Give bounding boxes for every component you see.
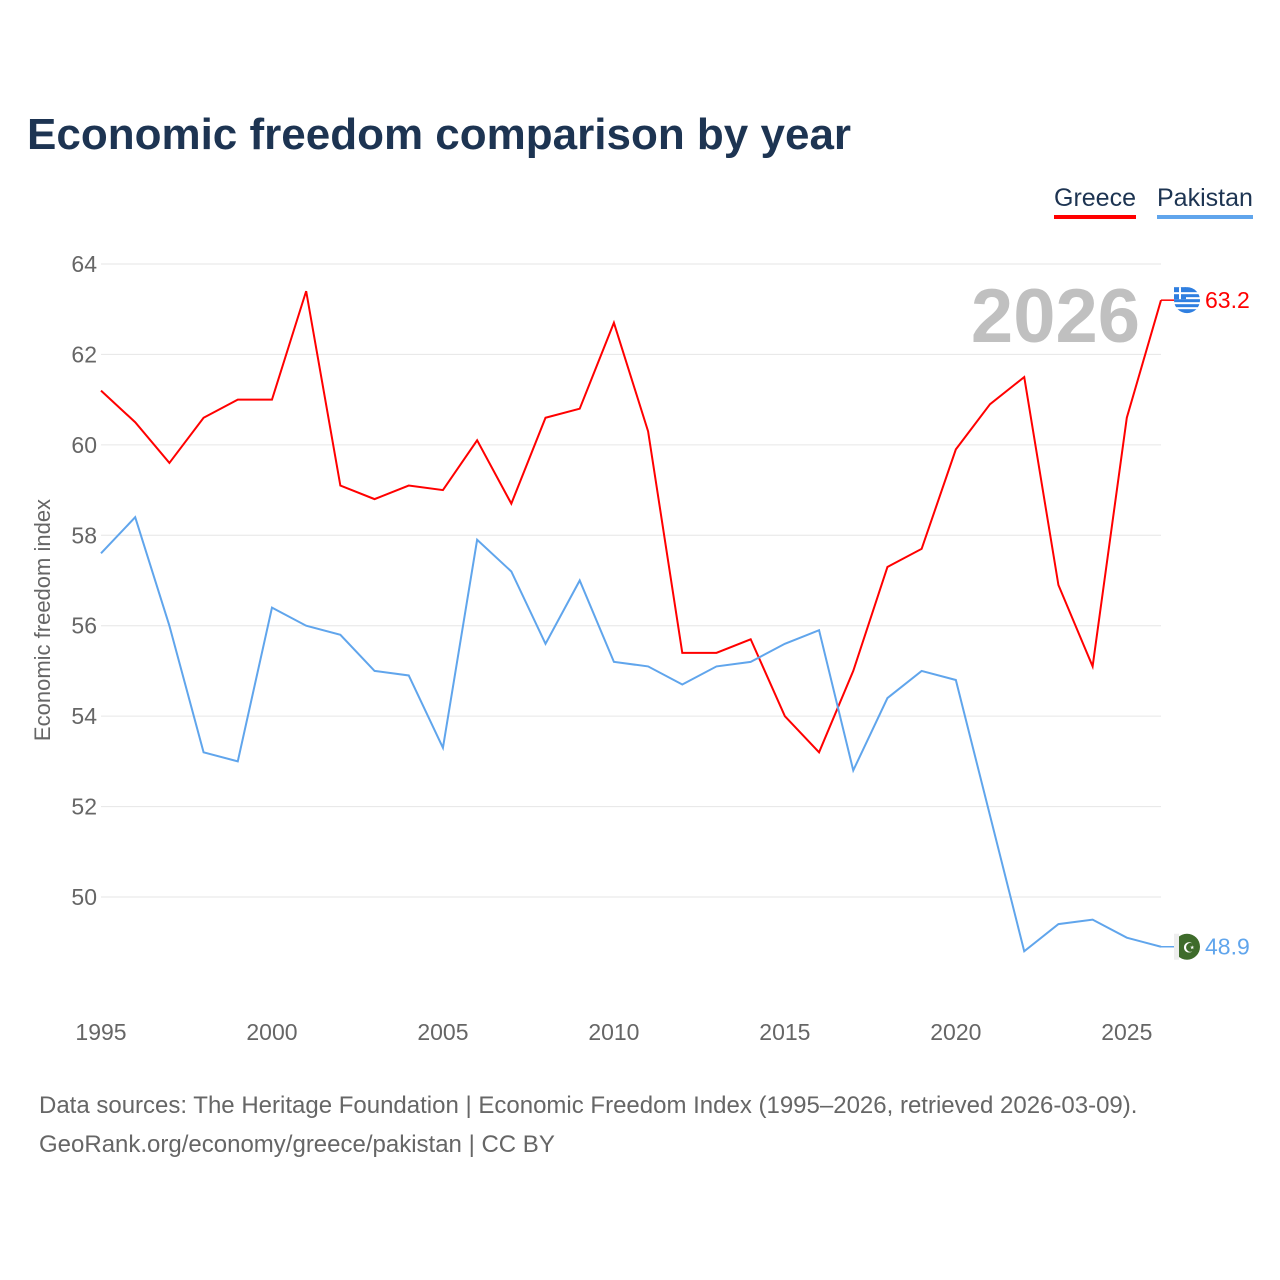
y-tick-label: 52 — [71, 794, 97, 820]
flag-stripe — [1174, 292, 1200, 295]
legend-pakistan[interactable]: Pakistan — [1157, 184, 1253, 219]
flag-cross — [1174, 292, 1186, 295]
y-tick-label: 60 — [71, 432, 97, 458]
y-tick-label: 54 — [71, 703, 97, 729]
x-tick-label: 2005 — [417, 1019, 468, 1045]
series-line-pakistan — [100, 515, 1162, 954]
footer: Data sources: The Heritage Foundation | … — [39, 1086, 1137, 1164]
chart-title: Economic freedom comparison by year — [27, 110, 852, 159]
y-tick-label: 50 — [71, 884, 97, 910]
source-text: Data sources: The Heritage Foundation | … — [39, 1092, 1138, 1119]
x-tick-label: 2000 — [246, 1019, 297, 1045]
year-watermark: 2026 — [971, 274, 1140, 359]
flag-stripe — [1174, 297, 1200, 300]
flag-crescent: ☪ — [1183, 940, 1196, 956]
x-tick-label: 1995 — [75, 1019, 126, 1045]
flag-stripe — [1174, 302, 1200, 305]
y-axis-label: Economic freedom index — [30, 499, 55, 741]
flag-band — [1174, 933, 1179, 960]
y-tick-label: 64 — [71, 251, 97, 277]
end-value-label: 48.9 — [1205, 934, 1250, 960]
pakistan-flag-icon — [1174, 933, 1200, 960]
y-tick-label: 58 — [71, 522, 97, 548]
y-tick-label: 56 — [71, 613, 97, 639]
flag-stripe — [1174, 307, 1200, 310]
series-line-greece — [100, 290, 1162, 755]
x-tick-label: 2025 — [1101, 1019, 1152, 1045]
x-tick-label: 2015 — [759, 1019, 810, 1045]
y-tick-label: 62 — [71, 341, 97, 367]
x-tick-label: 2020 — [930, 1019, 981, 1045]
source-link[interactable]: GeoRank.org/economy/greece/pakistan | CC… — [39, 1131, 555, 1158]
legend-greece[interactable]: Greece — [1054, 184, 1136, 219]
x-tick-label: 2010 — [588, 1019, 639, 1045]
end-value-label: 63.2 — [1205, 287, 1250, 313]
